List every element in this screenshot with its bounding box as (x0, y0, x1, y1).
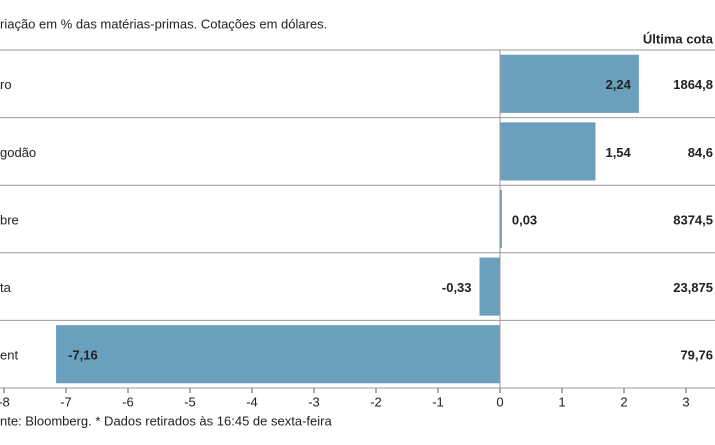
value-label: 1,54 (605, 145, 631, 160)
x-tick-label: 2 (620, 394, 627, 409)
quote: 8374,5 (673, 212, 713, 227)
category-label: godão (0, 145, 36, 160)
source: nte: Bloomberg. * Dados retirados às 16:… (0, 413, 332, 428)
x-tick-label: -4 (246, 394, 258, 409)
bar (56, 325, 501, 384)
x-tick-label: -6 (122, 394, 134, 409)
x-tick-label: 0 (496, 394, 503, 409)
bar (500, 189, 502, 249)
x-tick-label: -5 (184, 394, 196, 409)
x-tick-label: -3 (308, 394, 320, 409)
x-tick-label: -2 (370, 394, 382, 409)
bar (500, 54, 639, 113)
bar (500, 122, 596, 181)
quote: 79,76 (680, 348, 713, 363)
category-label: bre (0, 212, 19, 227)
x-tick-label: -7 (60, 394, 72, 409)
quote: 1864,8 (673, 77, 713, 92)
value-label: 0,03 (512, 212, 537, 227)
quote: 84,6 (688, 145, 713, 160)
value-label: -7,16 (68, 348, 98, 363)
category-label: ro (0, 77, 12, 92)
x-tick-label: -8 (0, 394, 10, 409)
value-label: 2,24 (606, 77, 632, 92)
x-tick-label: -1 (432, 394, 444, 409)
x-tick-label: 1 (558, 394, 565, 409)
quote: 23,875 (673, 280, 713, 295)
bar (479, 257, 500, 316)
category-label: ent (0, 348, 18, 363)
chart-title: riação em % das matérias-primas. Cotaçõe… (0, 16, 327, 31)
quote-header: Última cota (643, 31, 714, 46)
category-label: ta (0, 280, 12, 295)
x-tick-label: 3 (682, 394, 689, 409)
value-label: -0,33 (442, 280, 472, 295)
